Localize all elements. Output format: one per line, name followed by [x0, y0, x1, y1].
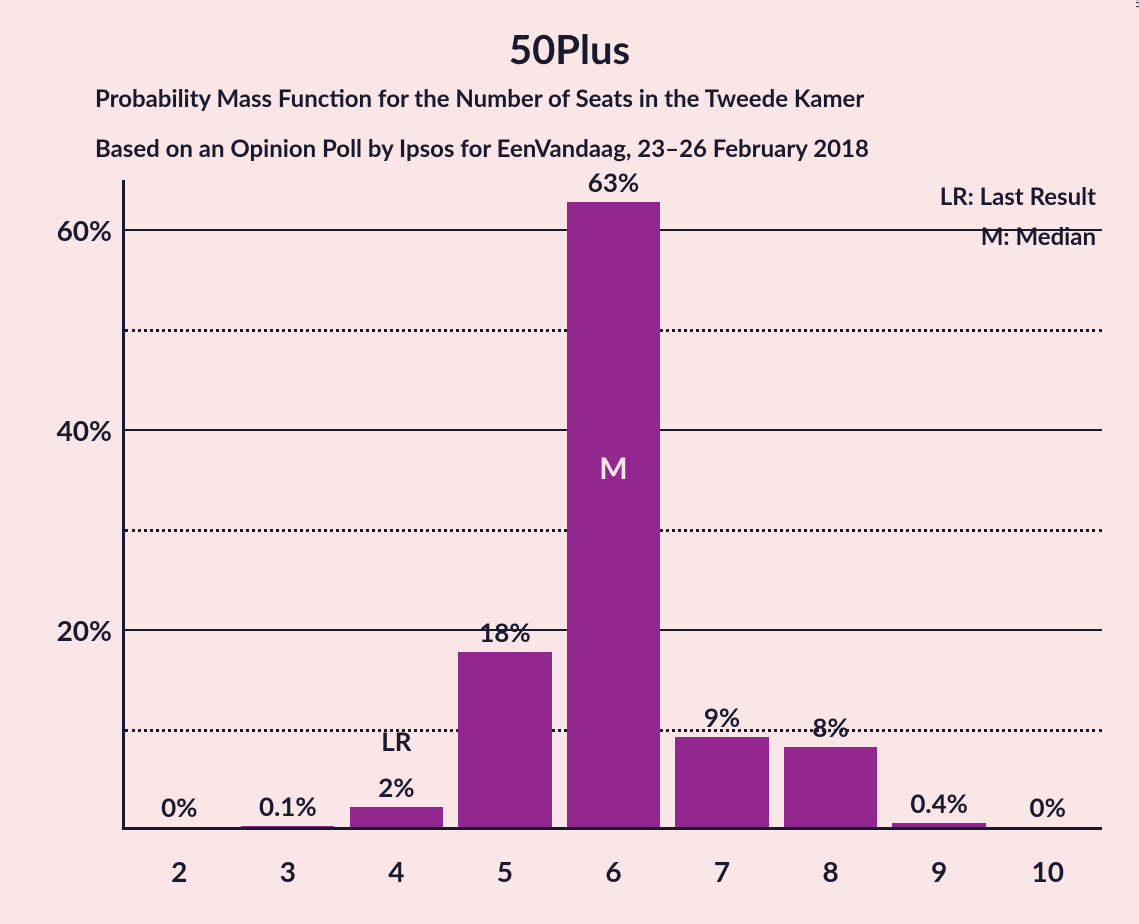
bar: [675, 737, 768, 827]
chart-canvas: 50Plus Probability Mass Function for the…: [0, 0, 1139, 924]
bar-value-label: 2%: [342, 771, 451, 803]
x-tick-label: 8: [776, 854, 885, 888]
chart-title: 50Plus: [0, 25, 1139, 73]
copyright-label: © 2020 Filip van Laenen: [1133, 0, 1139, 8]
x-tick-label: 2: [125, 854, 234, 888]
bar-value-label: 63%: [559, 166, 668, 198]
marker-median: M: [567, 450, 660, 486]
x-tick-label: 9: [885, 854, 994, 888]
bar-value-label: 0%: [125, 791, 234, 823]
bar-value-label: 18%: [451, 616, 560, 648]
bar: [784, 747, 877, 827]
bar-value-label: 9%: [668, 701, 777, 733]
bar-value-label: 0.1%: [234, 790, 343, 822]
y-tick-label: 20%: [22, 613, 112, 647]
x-tick-label: 3: [234, 854, 343, 888]
marker-lr: LR: [342, 725, 451, 757]
bar-value-label: 0.4%: [885, 787, 994, 819]
x-tick-label: 10: [993, 854, 1102, 888]
bar-value-label: 0%: [993, 791, 1102, 823]
bar-value-label: 8%: [776, 711, 885, 743]
bar: [350, 807, 443, 827]
bar: [567, 202, 660, 827]
x-axis-line: [122, 827, 1102, 830]
y-tick-label: 40%: [22, 413, 112, 447]
legend-lr: LR: Last Result: [940, 182, 1096, 211]
x-tick-label: 6: [559, 854, 668, 888]
chart-subtitle-2: Based on an Opinion Poll by Ipsos for Ee…: [95, 134, 869, 163]
chart-subtitle-1: Probability Mass Function for the Number…: [95, 84, 864, 113]
plot-area: LR: Last Result M: Median 20%40%60%23456…: [122, 180, 1102, 830]
x-tick-label: 5: [451, 854, 560, 888]
legend-m: M: Median: [981, 222, 1096, 251]
y-tick-label: 60%: [22, 213, 112, 247]
x-tick-label: 4: [342, 854, 451, 888]
bar: [458, 652, 551, 827]
x-tick-label: 7: [668, 854, 777, 888]
bar: [241, 826, 334, 827]
y-axis-line: [122, 180, 125, 830]
bar: [892, 823, 985, 827]
